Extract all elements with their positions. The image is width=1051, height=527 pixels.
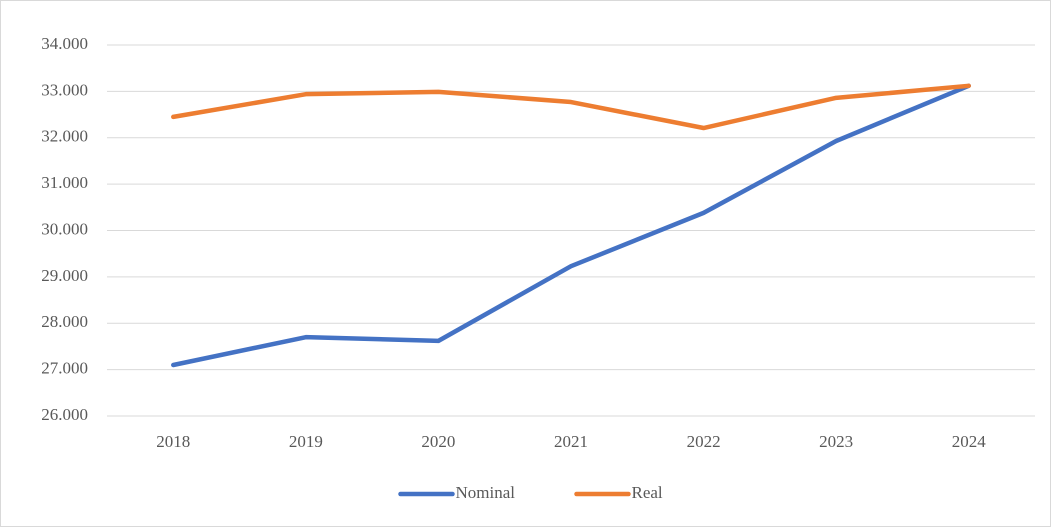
series-line xyxy=(171,83,971,131)
y-tick-label: 27.000 xyxy=(41,359,88,378)
y-tick-label: 31.000 xyxy=(41,173,88,192)
y-tick-label: 33.000 xyxy=(41,80,88,99)
legend-label: Real xyxy=(632,483,663,502)
y-tick-label: 29.000 xyxy=(41,266,88,285)
x-tick-label: 2019 xyxy=(289,432,323,451)
y-tick-label: 28.000 xyxy=(41,312,88,331)
y-tick-label: 32.000 xyxy=(41,127,88,146)
legend-label: Nominal xyxy=(456,483,516,502)
x-tick-label: 2021 xyxy=(554,432,588,451)
x-tick-label: 2020 xyxy=(421,432,455,451)
series-line xyxy=(171,83,971,368)
x-tick-label: 2022 xyxy=(687,432,721,451)
x-tick-label: 2024 xyxy=(952,432,987,451)
y-tick-label: 30.000 xyxy=(41,219,88,238)
y-tick-label: 26.000 xyxy=(41,405,88,424)
x-tick-label: 2018 xyxy=(156,432,190,451)
y-tick-label: 34.000 xyxy=(41,34,88,53)
x-tick-label: 2023 xyxy=(819,432,853,451)
